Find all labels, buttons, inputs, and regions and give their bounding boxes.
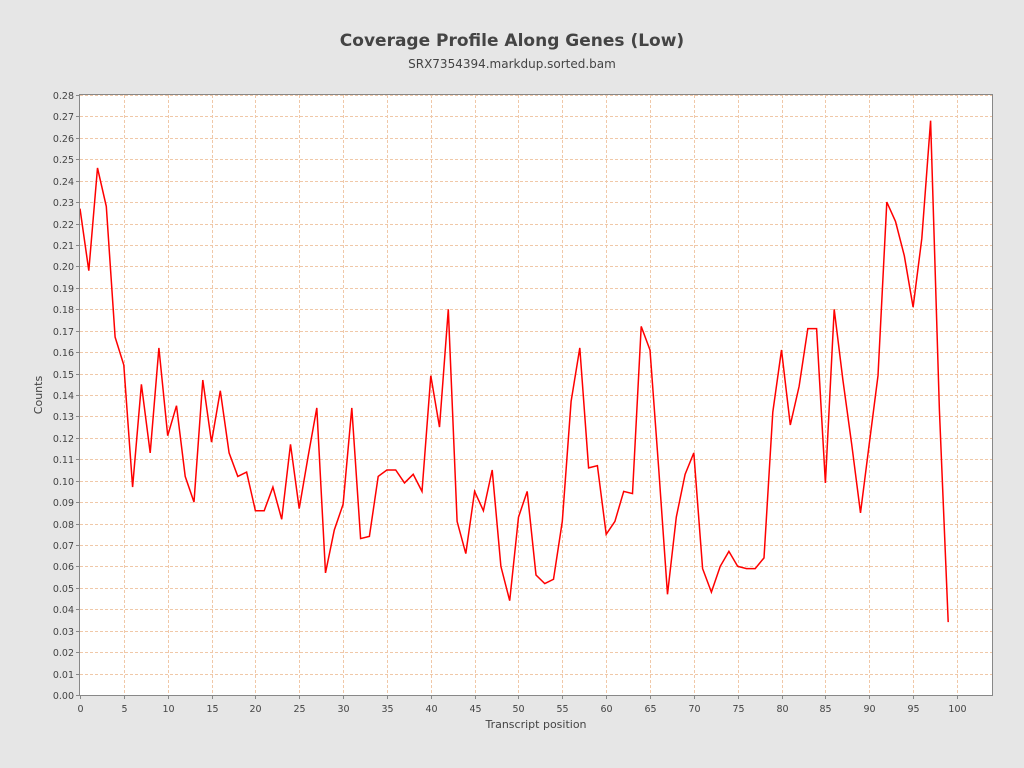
y-tick-label: 0.11: [53, 455, 74, 466]
x-tick-label: 5: [121, 704, 127, 715]
x-tick-label: 30: [337, 704, 349, 715]
series-line-counts: [79, 120, 949, 623]
x-tick-label: 65: [644, 704, 656, 715]
x-tick-label: 0: [77, 704, 83, 715]
y-axis-label: Counts: [32, 376, 45, 415]
y-tick-label: 0.23: [53, 198, 74, 209]
x-tick-label: 70: [688, 704, 700, 715]
y-tick-label: 0.04: [53, 605, 74, 616]
y-tick-label: 0.24: [53, 177, 74, 188]
y-tick-label: 0.02: [53, 648, 74, 659]
x-tick-label: 35: [381, 704, 393, 715]
x-tick-label: 75: [732, 704, 744, 715]
y-tick-label: 0.09: [53, 498, 74, 509]
y-tick-label: 0.10: [53, 477, 74, 488]
chart-subtitle: SRX7354394.markdup.sorted.bam: [408, 57, 616, 71]
y-tick-label: 0.12: [53, 434, 74, 445]
x-tick-label: 85: [819, 704, 831, 715]
x-tick-label: 45: [469, 704, 481, 715]
x-tick-label: 60: [600, 704, 612, 715]
x-tick-label: 50: [512, 704, 524, 715]
x-tick-label: 10: [162, 704, 174, 715]
y-tick-label: 0.08: [53, 520, 74, 531]
x-tick-label: 80: [776, 704, 788, 715]
y-tick-label: 0.15: [53, 370, 74, 381]
x-tick-label: 25: [293, 704, 305, 715]
x-tick-label: 55: [556, 704, 568, 715]
x-tick-label: 40: [425, 704, 437, 715]
x-tick-label: 20: [249, 704, 261, 715]
plot-border: [79, 94, 993, 696]
y-tick-label: 0.18: [53, 305, 74, 316]
y-tick-label: 0.03: [53, 627, 74, 638]
x-tick-label: 15: [206, 704, 218, 715]
y-tick-label: 0.06: [53, 562, 74, 573]
y-tick-label: 0.14: [53, 391, 74, 402]
y-tick-label: 0.01: [53, 670, 74, 681]
x-axis-label: Transcript position: [484, 718, 586, 731]
y-tick-label: 0.05: [53, 584, 74, 595]
y-tick-label: 0.13: [53, 412, 74, 423]
y-tick-label: 0.26: [53, 134, 74, 145]
chart-title: Coverage Profile Along Genes (Low): [339, 31, 685, 51]
y-tick-label: 0.16: [53, 348, 74, 359]
y-tick-label: 0.17: [53, 327, 74, 338]
x-tick-label: 90: [863, 704, 875, 715]
y-tick-label: 0.20: [53, 262, 74, 273]
y-tick-label: 0.25: [53, 155, 74, 166]
x-tick-label: 100: [948, 704, 966, 715]
y-tick-label: 0.21: [53, 241, 74, 252]
y-tick-label: 0.22: [53, 220, 74, 231]
y-tick-label: 0.00: [53, 691, 74, 702]
y-tick-label: 0.28: [53, 91, 74, 102]
y-tick-label: 0.07: [53, 541, 74, 552]
x-tick-label: 95: [907, 704, 919, 715]
y-tick-label: 0.19: [53, 284, 74, 295]
y-tick-label: 0.27: [53, 112, 74, 123]
